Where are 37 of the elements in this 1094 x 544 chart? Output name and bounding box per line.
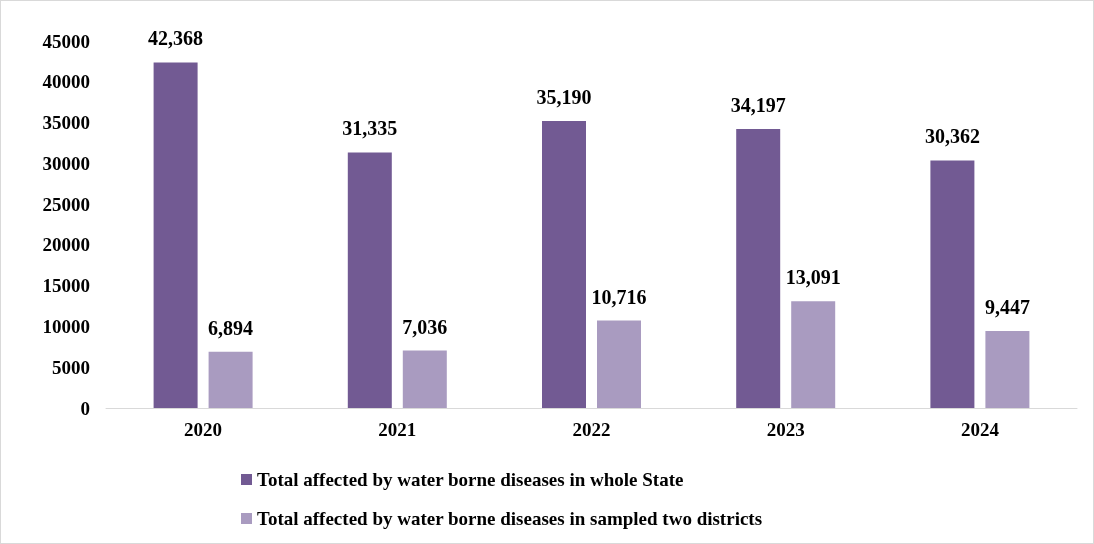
data-label: 13,091 — [785, 266, 841, 289]
y-tick-label: 40000 — [42, 71, 90, 93]
data-label: 9,447 — [984, 295, 1030, 318]
y-tick-label: 35000 — [42, 112, 90, 134]
data-label: 6,894 — [208, 316, 254, 339]
y-tick-label: 30000 — [42, 152, 90, 174]
y-tick-label: 20000 — [42, 234, 90, 256]
data-label: 30,362 — [924, 125, 980, 148]
bar — [542, 121, 586, 408]
y-tick-label: 25000 — [42, 193, 90, 215]
bar — [791, 301, 836, 408]
x-tick-label: 2022 — [572, 419, 611, 440]
legend-label: Total affected by water borne diseases in sampled two districts — [257, 508, 763, 529]
data-label: 31,335 — [342, 117, 398, 140]
bar — [930, 160, 975, 408]
bar — [597, 320, 641, 408]
data-label: 42,368 — [148, 27, 204, 50]
data-label: 35,190 — [536, 86, 592, 109]
data-label: 7,036 — [402, 315, 448, 338]
x-tick-label: 2024 — [960, 419, 1000, 440]
x-tick-label: 2021 — [378, 419, 417, 440]
y-tick-label: 15000 — [42, 275, 90, 297]
y-tick-label: 45000 — [42, 30, 90, 52]
legend-label: Total affected by water borne diseases in whole State — [257, 469, 684, 490]
y-tick-label: 5000 — [52, 356, 90, 378]
y-tick-label: 10000 — [42, 315, 90, 337]
x-tick-label: 2020 — [184, 419, 223, 440]
bar — [736, 129, 781, 408]
bar — [402, 350, 447, 408]
bar — [985, 330, 1030, 408]
x-tick-label: 2023 — [766, 419, 805, 440]
y-tick-label: 0 — [80, 397, 90, 419]
bar — [153, 62, 198, 408]
data-label: 34,197 — [730, 94, 786, 117]
data-label: 10,716 — [591, 285, 647, 308]
bar — [208, 351, 253, 408]
bar — [347, 152, 392, 408]
